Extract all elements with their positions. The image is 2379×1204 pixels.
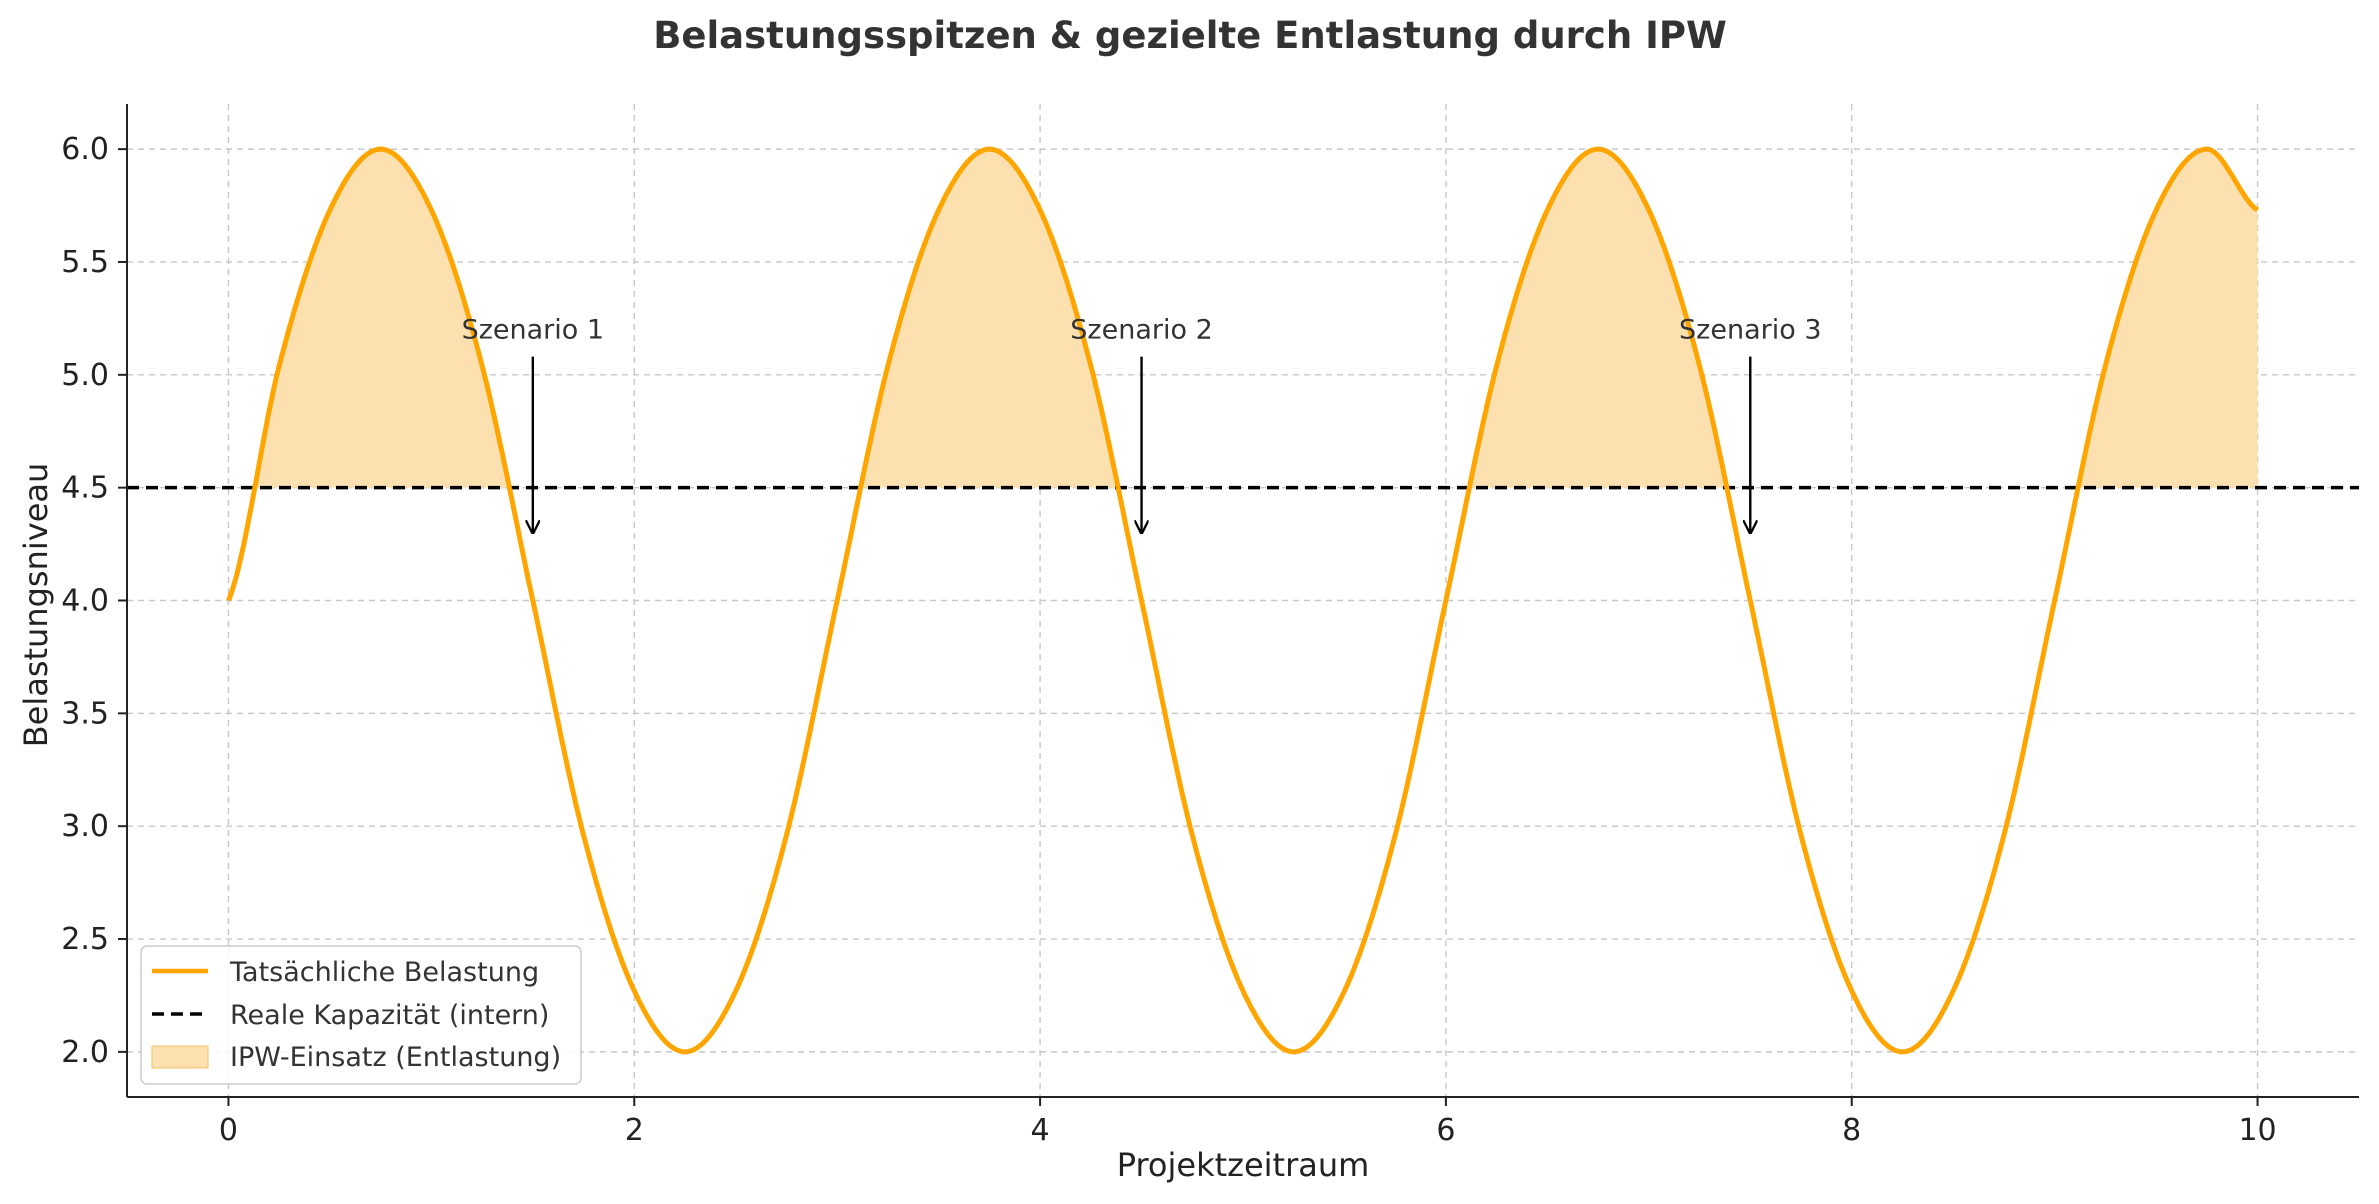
relief-fill-area <box>862 149 1117 488</box>
x-tick-label: 2 <box>625 1113 644 1148</box>
y-tick-label: 3.5 <box>61 696 109 731</box>
y-tick-label: 4.0 <box>61 584 109 619</box>
annotations: Szenario 1 Szenario 2 Szenario 3 <box>462 315 1822 533</box>
load-line <box>226 146 2259 1055</box>
scenario-label: Szenario 1 <box>462 315 604 346</box>
legend-capacity-label: Reale Kapazität (intern) <box>230 1000 549 1031</box>
legend-fill-label: IPW-Einsatz (Entlastung) <box>230 1042 561 1073</box>
chart-title: Belastungsspitzen & gezielte Entlastung … <box>653 14 1727 57</box>
x-tick-label: 4 <box>1031 1113 1050 1148</box>
y-axis-title: Belastungsniveau <box>17 463 55 748</box>
relief-fill-area <box>2080 149 2258 488</box>
scenario-label: Szenario 3 <box>1679 315 1821 346</box>
y-tick-label: 2.5 <box>61 922 109 957</box>
x-tick-label: 6 <box>1436 1113 1455 1148</box>
y-tick-label: 5.0 <box>61 358 109 393</box>
series-lines <box>127 146 2359 1055</box>
grid <box>127 104 2359 1097</box>
y-tick-label: 6.0 <box>61 132 109 167</box>
x-tick-label: 8 <box>1842 1113 1861 1148</box>
y-tick-label: 4.5 <box>61 471 109 506</box>
y-tick-label: 2.0 <box>61 1035 109 1070</box>
scenario-label: Szenario 2 <box>1070 315 1212 346</box>
legend-frame <box>140 945 582 1085</box>
relief-fill-area <box>256 149 508 488</box>
y-tick-label: 5.5 <box>61 245 109 280</box>
legend: Tatsächliche Belastung Reale Kapazität (… <box>140 945 582 1085</box>
relief-fill-areas <box>256 149 2258 488</box>
legend-fill-swatch <box>151 1045 209 1069</box>
x-tick-label: 0 <box>219 1113 238 1148</box>
y-tick-label: 3.0 <box>61 809 109 844</box>
relief-fill-area <box>1471 149 1725 488</box>
x-axis-title: Projektzeitraum <box>1117 1146 1370 1184</box>
axes: 0 2 4 6 8 10 2.0 2.5 3.0 3.5 4.0 4.5 5.0 5.5 6.0 <box>61 104 2359 1148</box>
legend-load-label: Tatsächliche Belastung <box>229 957 539 988</box>
x-tick-label: 10 <box>2238 1113 2276 1148</box>
